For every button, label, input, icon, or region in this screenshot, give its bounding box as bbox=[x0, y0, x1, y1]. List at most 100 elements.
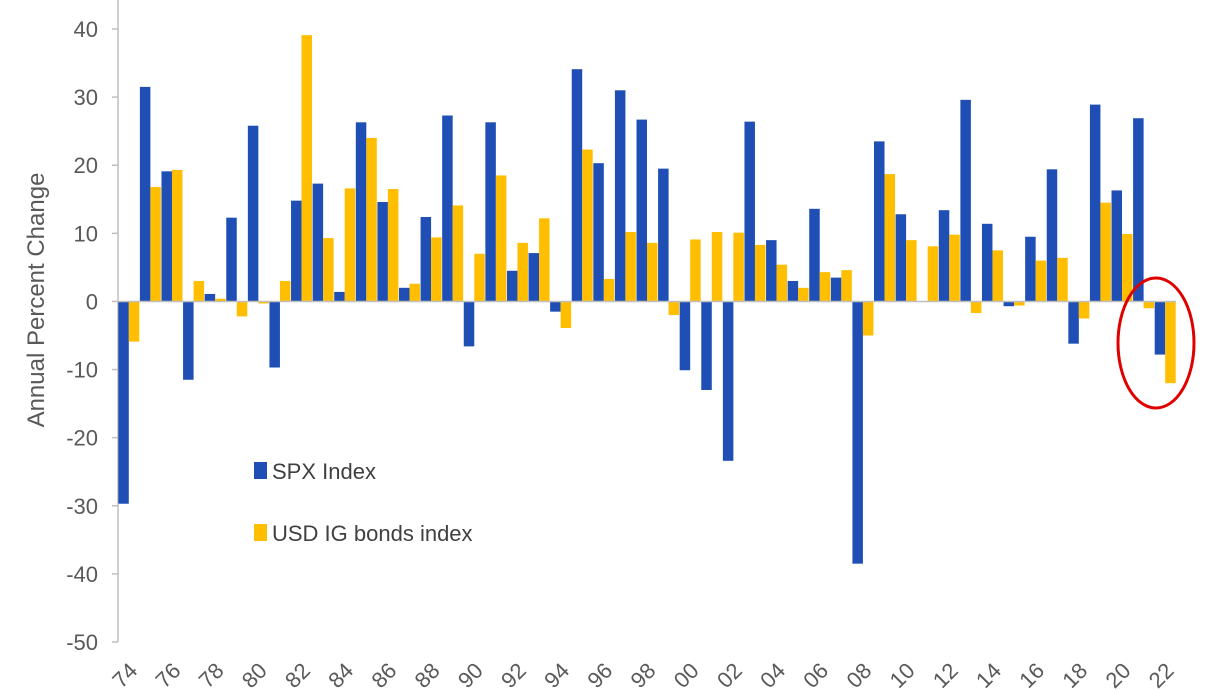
y-tick-label: 20 bbox=[74, 153, 98, 178]
x-tick-label: 74 bbox=[107, 658, 142, 690]
y-tick-label: -20 bbox=[66, 426, 98, 451]
bar-2000-spx bbox=[679, 301, 691, 371]
bar-2015-usd-ig bbox=[1014, 301, 1025, 306]
bar-1999-spx bbox=[658, 168, 669, 302]
x-tick-label: 02 bbox=[712, 658, 747, 690]
bar-1994-usd-ig bbox=[560, 301, 572, 328]
bar-2013-usd-ig bbox=[970, 301, 982, 314]
bar-1984-spx bbox=[334, 291, 345, 302]
x-tick-label: 22 bbox=[1144, 658, 1179, 690]
bar-2007-usd-ig bbox=[841, 270, 852, 302]
y-axis-title: Annual Percent Change bbox=[23, 173, 50, 428]
x-tick-label: 84 bbox=[323, 658, 358, 690]
y-tick-label: -40 bbox=[66, 562, 98, 587]
x-tick-label: 78 bbox=[194, 658, 229, 690]
y-tick-label: 10 bbox=[74, 221, 98, 246]
bar-2017-spx bbox=[1046, 169, 1058, 302]
bar-1994-spx bbox=[550, 301, 561, 312]
bar-2010-usd-ig bbox=[906, 240, 917, 302]
bar-1988-spx bbox=[420, 216, 432, 302]
bar-2017-usd-ig bbox=[1057, 257, 1068, 302]
bar-2003-spx bbox=[744, 121, 755, 302]
bar-2019-spx bbox=[1089, 104, 1101, 302]
bar-2003-usd-ig bbox=[754, 244, 766, 302]
bar-1998-usd-ig bbox=[647, 242, 658, 302]
bar-1978-usd-ig bbox=[215, 298, 226, 302]
bar-1996-usd-ig bbox=[603, 278, 615, 302]
bar-1985-spx bbox=[355, 122, 367, 302]
bar-1976-usd-ig bbox=[171, 169, 183, 302]
bar-1987-usd-ig bbox=[409, 283, 420, 302]
x-tick-label: 08 bbox=[841, 658, 876, 690]
bar-1992-spx bbox=[506, 270, 518, 302]
bar-1989-spx bbox=[442, 115, 453, 302]
bar-2012-usd-ig bbox=[949, 234, 960, 302]
x-tick-label: 86 bbox=[366, 658, 401, 690]
bar-1998-spx bbox=[636, 119, 647, 302]
x-tick-label: 98 bbox=[626, 658, 661, 690]
bar-1991-spx bbox=[485, 122, 496, 302]
bar-1978-spx bbox=[204, 293, 216, 302]
x-tick-label: 90 bbox=[453, 658, 488, 690]
bar-2014-usd-ig bbox=[992, 250, 1003, 302]
bar-2014-spx bbox=[981, 223, 993, 302]
x-tick-label: 14 bbox=[971, 658, 1006, 690]
y-tick-label: 30 bbox=[74, 85, 98, 110]
bar-1989-usd-ig bbox=[452, 205, 464, 302]
bar-2016-spx bbox=[1025, 236, 1036, 302]
x-axis-ticks: 74 76 78 80 82 84 86 88 90 92 94 96 98 00 02 04 06 08 10 12… bbox=[107, 658, 1178, 690]
bar-1983-usd-ig bbox=[323, 238, 334, 302]
x-tick-label: 20 bbox=[1101, 658, 1136, 690]
bar-1977-spx bbox=[183, 301, 194, 380]
bar-2000-usd-ig bbox=[690, 239, 701, 302]
bar-1974-usd-ig bbox=[128, 301, 140, 342]
bar-2022-usd-ig bbox=[1165, 301, 1176, 384]
bar-1988-usd-ig bbox=[431, 237, 442, 302]
bar-2022-spx bbox=[1154, 301, 1166, 355]
bar-2009-usd-ig bbox=[884, 174, 896, 302]
bar-1981-spx bbox=[269, 301, 280, 368]
bar-1990-usd-ig bbox=[474, 253, 485, 302]
bar-1983-spx bbox=[312, 183, 324, 302]
bar-series bbox=[118, 35, 1176, 564]
bar-1982-spx bbox=[291, 200, 302, 302]
bar-1990-spx bbox=[463, 301, 475, 347]
legend-label-spx: SPX Index bbox=[272, 459, 376, 484]
bar-1997-spx bbox=[614, 90, 626, 302]
x-tick-label: 18 bbox=[1057, 658, 1092, 690]
highlight-circle-annotation bbox=[1116, 276, 1196, 410]
bar-2018-usd-ig bbox=[1078, 301, 1090, 319]
bar-2001-usd-ig bbox=[711, 231, 723, 302]
bar-1980-spx bbox=[247, 125, 259, 302]
x-tick-label: 10 bbox=[885, 658, 920, 690]
x-tick-label: 94 bbox=[539, 658, 574, 690]
bar-2005-usd-ig bbox=[798, 287, 809, 302]
bar-1996-spx bbox=[593, 163, 604, 302]
bar-2013-spx bbox=[960, 99, 971, 302]
bar-1986-spx bbox=[377, 202, 388, 302]
bar-1984-usd-ig bbox=[344, 188, 356, 302]
bar-1977-usd-ig bbox=[193, 281, 205, 302]
bar-1981-usd-ig bbox=[279, 281, 291, 302]
bar-1975-spx bbox=[139, 86, 151, 302]
bar-1997-usd-ig bbox=[625, 231, 636, 302]
bar-2005-spx bbox=[787, 281, 799, 302]
bar-2020-usd-ig bbox=[1122, 234, 1133, 302]
legend-swatch-spx bbox=[254, 462, 267, 479]
series-usd-ig-bonds-index bbox=[128, 35, 1176, 384]
bar-2016-usd-ig bbox=[1035, 260, 1047, 302]
bar-1979-spx bbox=[226, 217, 237, 302]
y-tick-label: -50 bbox=[66, 630, 98, 655]
bar-1995-spx bbox=[571, 69, 583, 302]
x-tick-label: 82 bbox=[280, 658, 315, 690]
x-tick-label: 12 bbox=[928, 658, 963, 690]
x-tick-label: 96 bbox=[582, 658, 617, 690]
bar-2021-usd-ig bbox=[1143, 301, 1155, 309]
bar-2015-spx bbox=[1003, 301, 1015, 307]
x-tick-label: 92 bbox=[496, 658, 531, 690]
bar-2008-spx bbox=[852, 301, 863, 564]
bar-2002-spx bbox=[722, 301, 734, 461]
bar-2002-usd-ig bbox=[733, 232, 744, 302]
x-tick-label: 80 bbox=[237, 658, 272, 690]
